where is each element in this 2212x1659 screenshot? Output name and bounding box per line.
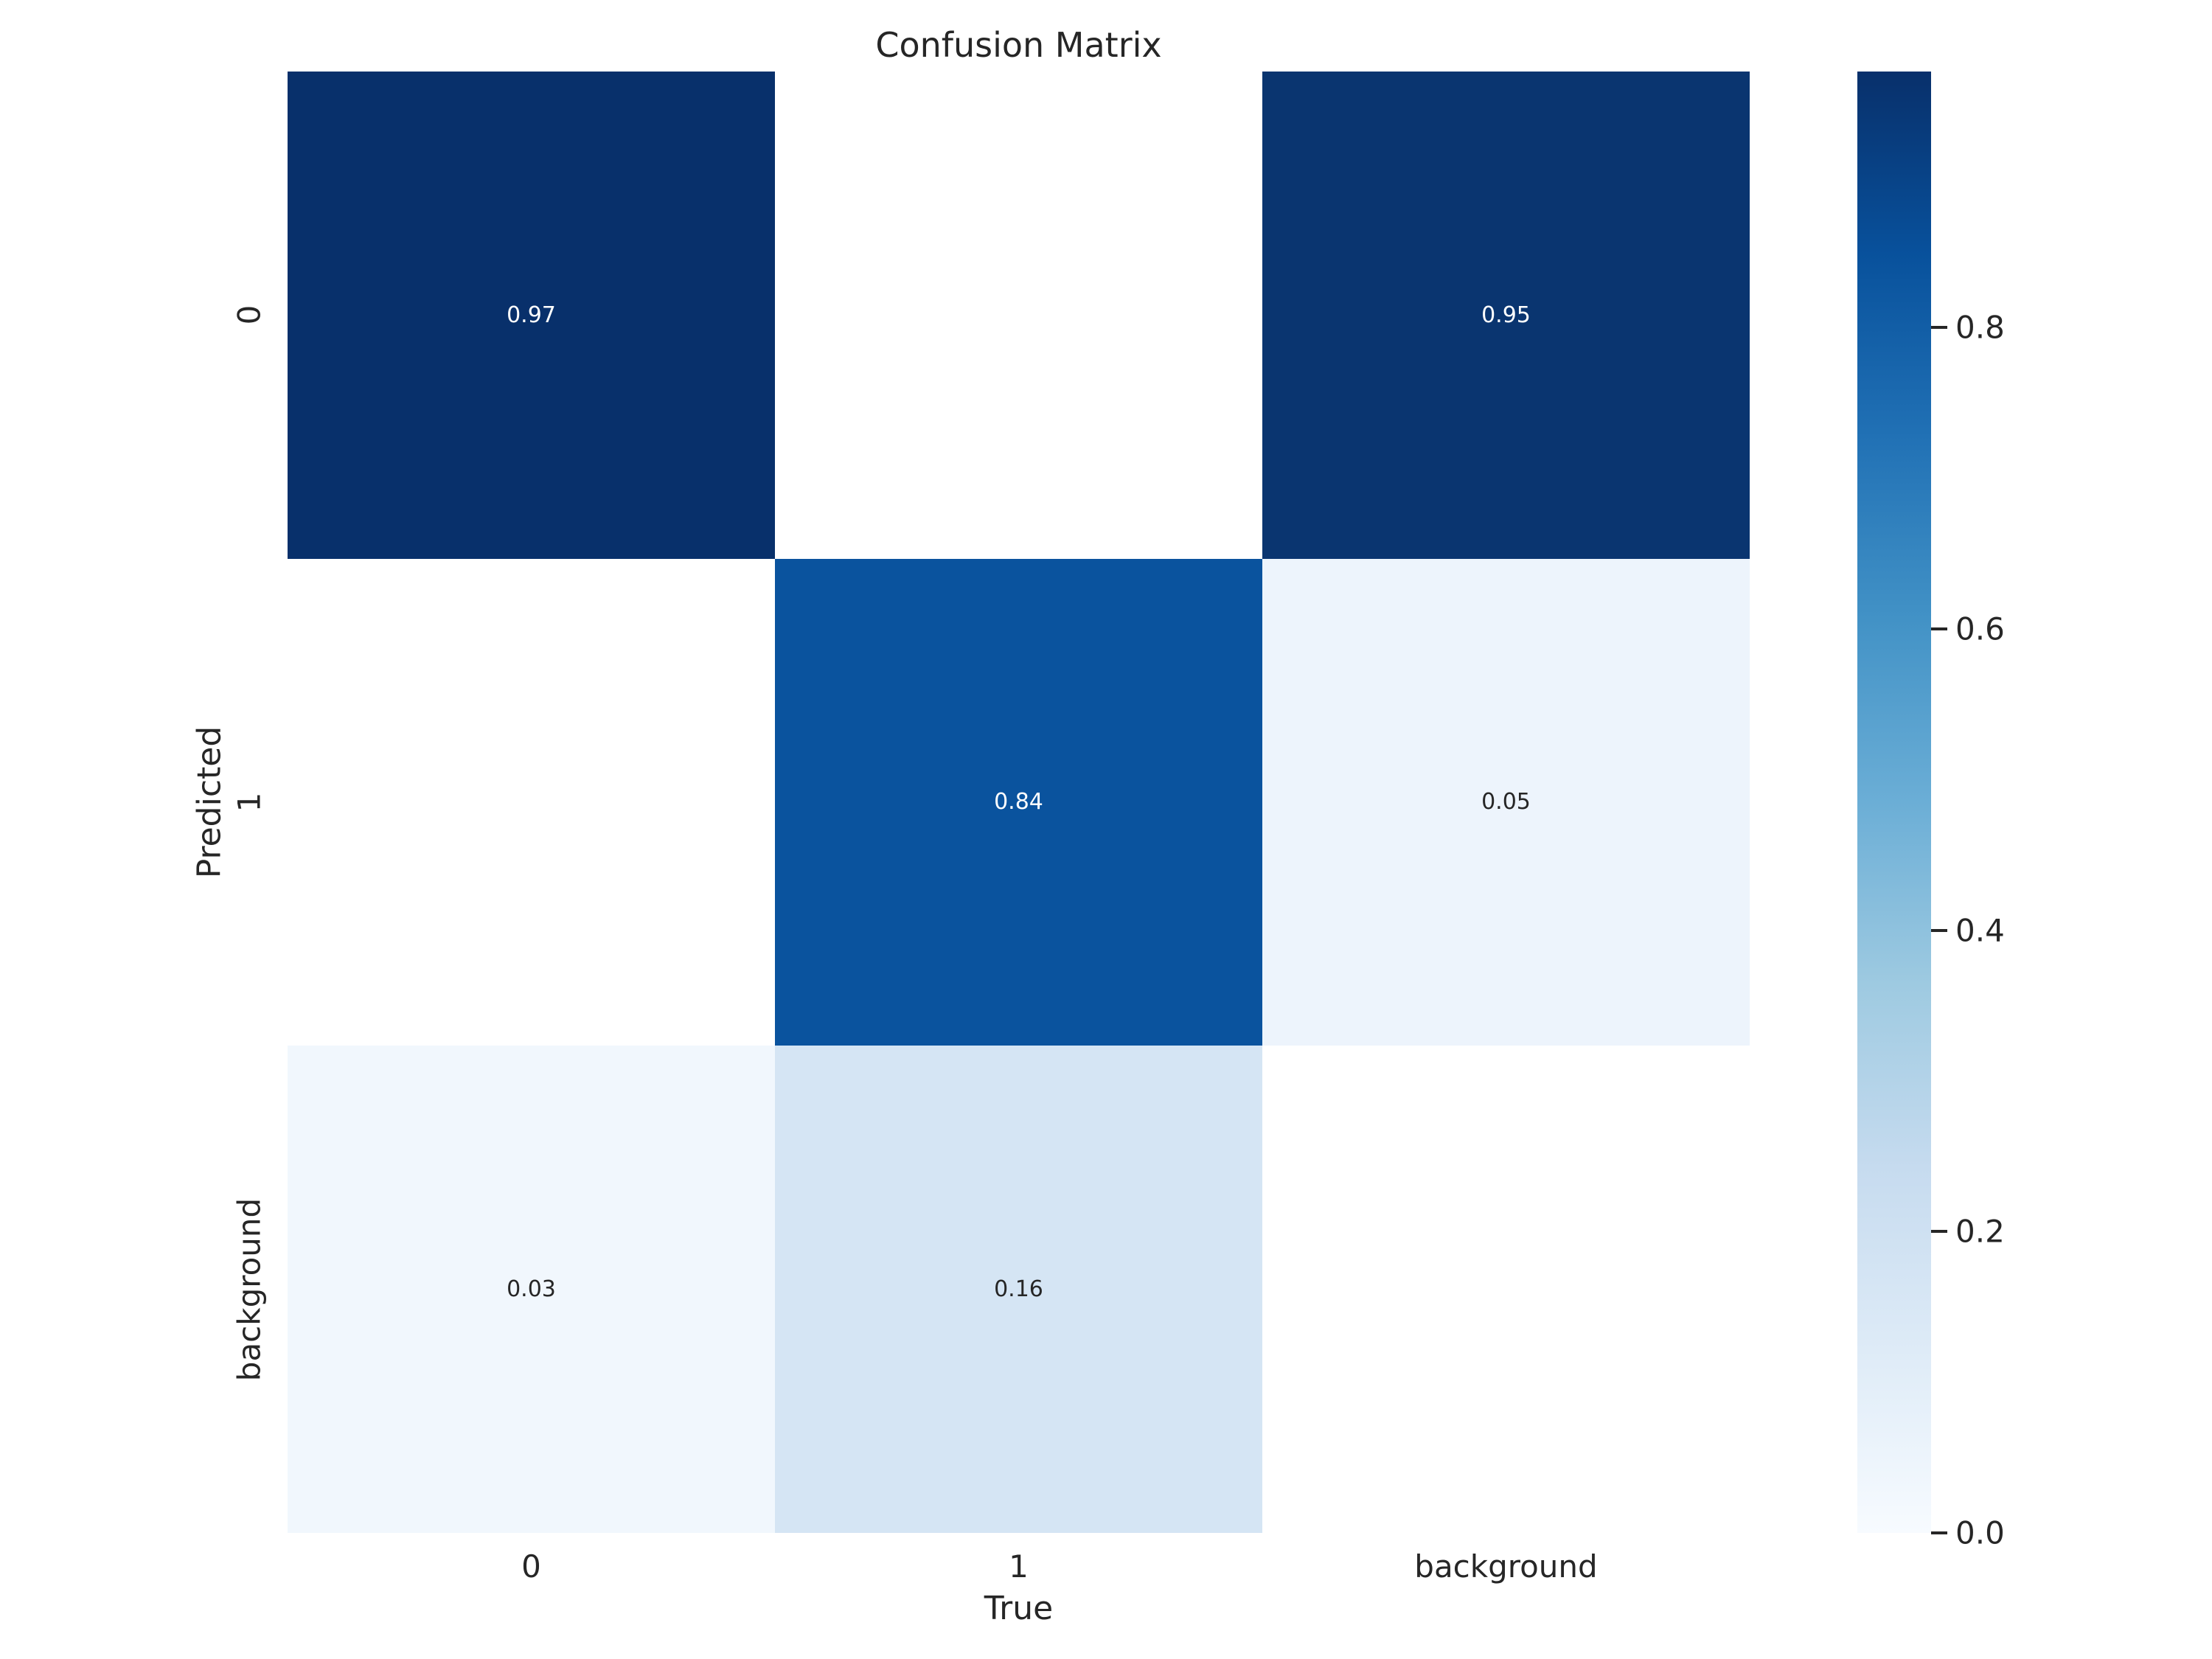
heatmap-plot: 0.97 0.95 0.84 0.05 0.03 0.16 [288,72,1750,1533]
cell-annotation: 0.16 [994,1276,1043,1303]
colorbar-tick-label-2: 0.4 [1955,912,2005,949]
x-tick-label-0: 0 [521,1548,541,1585]
colorbar-tick-mark-4 [1931,326,1947,330]
colorbar-tick-mark-2 [1931,928,1947,932]
y-tick-label-0: 0 [231,305,268,325]
y-axis-label: Predicted [190,726,229,879]
heatmap-cell-r2-c0: 0.03 [288,1046,775,1533]
heatmap-cell-r0-c2: 0.95 [1262,72,1750,559]
y-tick-label-1: 1 [231,792,268,813]
heatmap-cell-r0-c0: 0.97 [288,72,775,559]
heatmap-cell-r0-c1 [775,72,1262,559]
chart-title: Confusion Matrix [875,25,1162,65]
y-tick-label-2: background [231,1197,268,1381]
x-tick-label-1: 1 [1009,1548,1029,1585]
x-tick-label-2: background [1414,1548,1598,1585]
colorbar-tick-mark-0 [1931,1531,1947,1534]
colorbar-tick-label-1: 0.2 [1955,1213,2005,1250]
colorbar-tick-mark-3 [1931,627,1947,631]
colorbar-gradient [1857,72,1931,1533]
heatmap-cell-r1-c2: 0.05 [1262,558,1750,1046]
heatmap-cell-r1-c0 [288,558,775,1046]
colorbar-tick-label-3: 0.6 [1955,611,2005,647]
cell-annotation: 0.97 [507,302,556,328]
heatmap-cell-r1-c1: 0.84 [775,558,1262,1046]
colorbar-tick-label-0: 0.0 [1955,1514,2005,1551]
cell-annotation: 0.05 [1481,789,1531,815]
heatmap-cell-r2-c2 [1262,1046,1750,1533]
cell-annotation: 0.95 [1481,302,1531,328]
heatmap-cell-r2-c1: 0.16 [775,1046,1262,1533]
x-axis-label: True [984,1590,1054,1627]
colorbar-tick-label-4: 0.8 [1955,309,2005,346]
colorbar-tick-mark-1 [1931,1230,1947,1234]
cell-annotation: 0.03 [507,1276,556,1303]
cell-annotation: 0.84 [994,789,1043,815]
